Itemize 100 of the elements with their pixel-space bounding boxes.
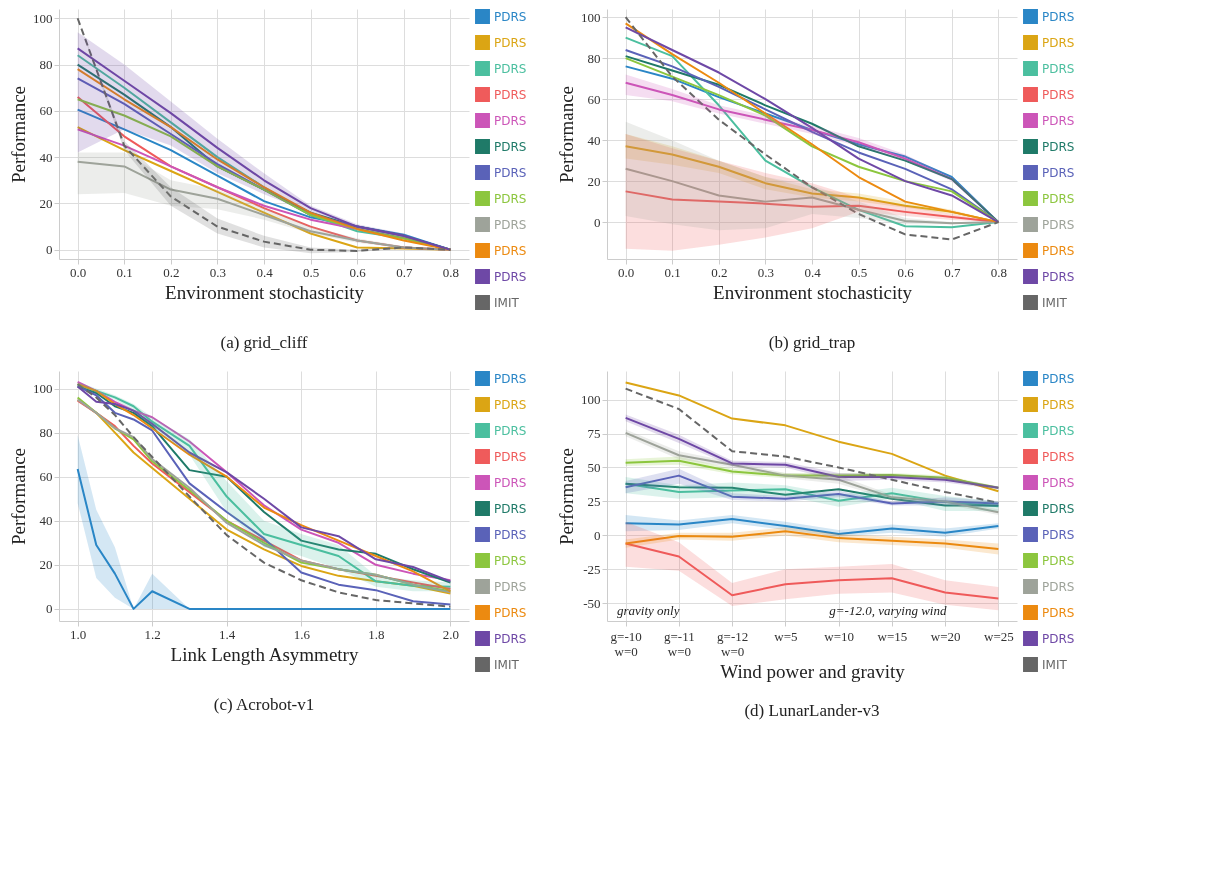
legend-label: PDRS bbox=[1042, 139, 1075, 154]
legend-label: PDRS bbox=[494, 605, 527, 620]
text: PDRS bbox=[494, 371, 527, 386]
x-tick-label: 0.6 bbox=[349, 264, 367, 280]
y-tick-label: 80 bbox=[39, 425, 53, 441]
x-axis-title: Link Length Asymmetry bbox=[170, 643, 359, 665]
legend-label: PDRS bbox=[1042, 9, 1075, 24]
legend-label: PDRS bbox=[494, 527, 527, 542]
y-tick-label: 80 bbox=[39, 57, 53, 73]
y-tick-label: 80 bbox=[587, 50, 601, 66]
legend-label: IMIT bbox=[1042, 295, 1068, 310]
legend-label: PDRS bbox=[494, 165, 527, 180]
y-tick-label: 25 bbox=[587, 493, 601, 509]
y-tick-label: 20 bbox=[39, 557, 53, 573]
y-tick-label: 60 bbox=[587, 91, 601, 107]
y-tick-label: 100 bbox=[33, 10, 53, 26]
legend-label: PDRS bbox=[1042, 553, 1075, 568]
x-tick-label: w=10 bbox=[824, 628, 854, 644]
legend-label: PDRS bbox=[494, 269, 527, 284]
legend-label: PDRS bbox=[494, 631, 527, 646]
y-tick-label: 0 bbox=[594, 214, 601, 230]
annotation: gravity only bbox=[617, 603, 680, 618]
x-tick-label: w=25 bbox=[984, 628, 1014, 644]
legend-label: IMIT bbox=[494, 295, 520, 310]
x-tick-label: g=-11 w=0 bbox=[664, 628, 695, 659]
legend-label: IMIT bbox=[1042, 657, 1068, 672]
x-tick-label: 0.4 bbox=[804, 264, 822, 280]
x-tick-label: 0.2 bbox=[711, 264, 728, 280]
legend-label: PDRS bbox=[494, 243, 527, 258]
y-tick-label: 0 bbox=[594, 527, 601, 543]
text: PDRS bbox=[494, 475, 527, 490]
x-tick-label: 0.0 bbox=[70, 264, 87, 280]
legend-label: PDRS bbox=[494, 553, 527, 568]
x-tick-label: 0.5 bbox=[850, 264, 868, 280]
y-tick-label: 40 bbox=[39, 149, 53, 165]
legend-label: PDRS bbox=[1042, 87, 1075, 102]
legend-label: PDRS bbox=[494, 501, 527, 516]
text: PDRS bbox=[1042, 449, 1075, 464]
legend-label: PDRS bbox=[1042, 61, 1075, 76]
legend-label: PDRS bbox=[494, 87, 527, 102]
x-axis-title: Environment stochasticity bbox=[165, 281, 365, 303]
x-axis-title: Environment stochasticity bbox=[713, 281, 913, 303]
x-tick-label: 1.2 bbox=[144, 626, 161, 642]
x-tick-label: 0.2 bbox=[163, 264, 180, 280]
x-tick-label: 0.6 bbox=[897, 264, 915, 280]
legend-label: PDRS bbox=[1042, 35, 1075, 50]
y-tick-label: -25 bbox=[583, 561, 601, 577]
y-tick-label: -50 bbox=[583, 595, 601, 611]
legend-label: PDRS bbox=[1042, 605, 1075, 620]
y-tick-label: 60 bbox=[39, 103, 53, 119]
text: PDRS bbox=[494, 449, 527, 464]
x-tick-label: w=20 bbox=[930, 628, 961, 644]
x-tick-label: 0.1 bbox=[116, 264, 133, 280]
x-tick-label: 2.0 bbox=[442, 626, 459, 642]
annotation: g=-12.0, varying wind bbox=[829, 603, 947, 618]
x-tick-label: 0.8 bbox=[990, 264, 1007, 280]
x-tick-label: 0.4 bbox=[256, 264, 274, 280]
y-tick-label: 50 bbox=[587, 459, 601, 475]
x-axis-title: Wind power and gravity bbox=[720, 660, 906, 682]
x-tick-label: 0.5 bbox=[302, 264, 320, 280]
x-tick-label: 0.7 bbox=[944, 264, 961, 280]
legend-label: PDRS bbox=[1042, 243, 1075, 258]
x-tick-label: 1.6 bbox=[293, 626, 311, 642]
legend-label: PDRS bbox=[1042, 527, 1075, 542]
legend-label: IMIT bbox=[494, 657, 520, 672]
text: (c) Acrobot-v1 bbox=[213, 695, 315, 714]
y-tick-label: 100 bbox=[581, 9, 601, 25]
legend-label: PDRS bbox=[1042, 191, 1075, 206]
y-tick-label: 40 bbox=[39, 513, 53, 529]
text: (a) grid_cliff bbox=[220, 333, 308, 352]
y-tick-label: 60 bbox=[39, 469, 53, 485]
text: PDRS bbox=[1042, 371, 1075, 386]
text: PDRS bbox=[494, 423, 527, 438]
x-tick-label: 0.8 bbox=[442, 264, 459, 280]
y-tick-label: 20 bbox=[39, 195, 53, 211]
x-tick-label: w=5 bbox=[774, 628, 798, 644]
y-tick-label: 100 bbox=[581, 392, 601, 408]
x-tick-label: w=15 bbox=[877, 628, 908, 644]
x-tick-label: 0.3 bbox=[757, 264, 775, 280]
y-tick-label: 40 bbox=[587, 132, 601, 148]
legend-label: PDRS bbox=[1042, 165, 1075, 180]
legend-label: PDRS bbox=[1042, 631, 1075, 646]
x-tick-label: 1.4 bbox=[219, 626, 236, 642]
y-axis-title: Performance bbox=[556, 85, 577, 184]
x-tick-label: 1.8 bbox=[368, 626, 385, 642]
x-tick-label: g=-10 w=0 bbox=[610, 628, 642, 659]
x-tick-label: 0.7 bbox=[396, 264, 413, 280]
legend-label: PDRS bbox=[1042, 579, 1075, 594]
text: PDRS bbox=[1042, 397, 1075, 412]
legend-label: PDRS bbox=[494, 191, 527, 206]
legend-label: PDRS bbox=[494, 9, 527, 24]
y-tick-label: 20 bbox=[587, 173, 601, 189]
legend-label: PDRS bbox=[494, 113, 527, 128]
legend-label: PDRS bbox=[494, 35, 527, 50]
legend-label: PDRS bbox=[494, 139, 527, 154]
legend-label: PDRS bbox=[494, 61, 527, 76]
x-tick-label: 0.3 bbox=[209, 264, 227, 280]
y-tick-label: 0 bbox=[46, 601, 53, 617]
y-axis-title: Performance bbox=[8, 85, 29, 184]
y-axis-title: Performance bbox=[556, 447, 577, 546]
